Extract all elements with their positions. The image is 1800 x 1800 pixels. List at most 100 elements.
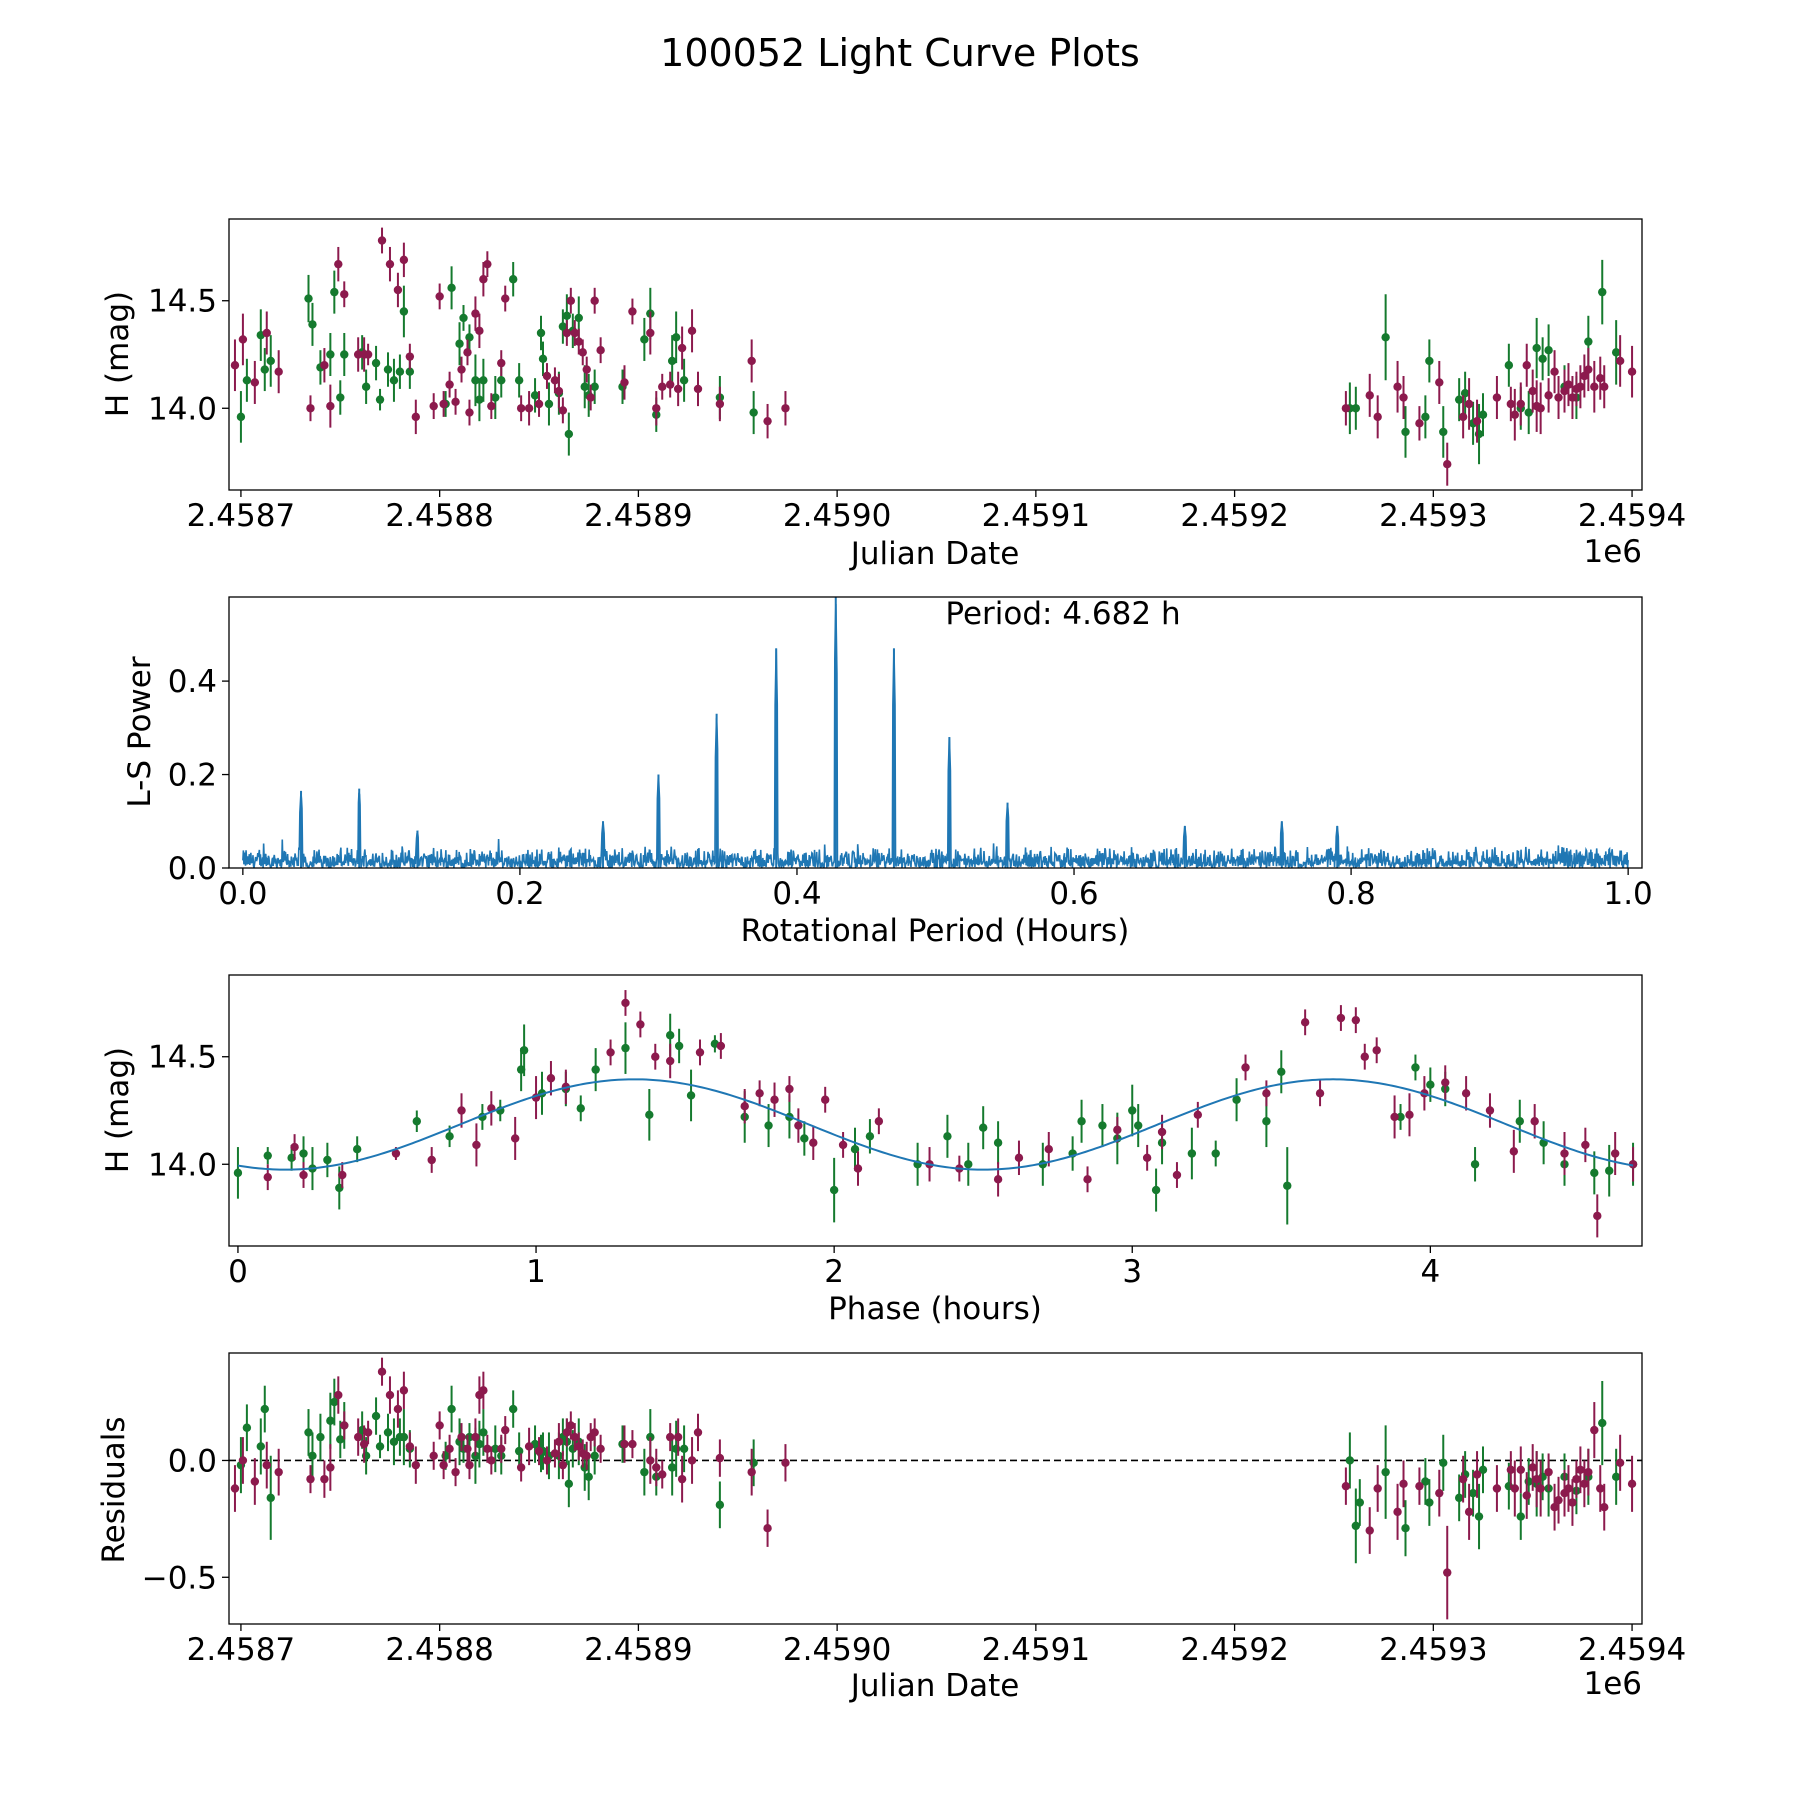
data-point-green [1538,337,1547,381]
data-point-magenta [439,391,448,417]
marker [471,309,480,318]
data-point-magenta [566,1411,576,1440]
data-point-green [389,358,399,402]
data-point-magenta [435,1411,444,1440]
marker [1401,1524,1410,1533]
marker [763,1524,772,1533]
marker [1077,1117,1086,1126]
periodogram-panel: Period: 4.682 h Rotational Period (Hours… [122,596,1653,949]
marker [671,333,681,342]
marker [679,376,689,385]
data-point-green [850,1127,860,1171]
data-point-green [1401,1500,1410,1557]
data-point-green [1345,1432,1355,1489]
marker [1372,1046,1381,1055]
data-point-magenta [1360,1043,1369,1070]
data-point-magenta [586,384,595,411]
marker [1506,399,1516,409]
marker [582,1451,591,1460]
marker [405,1442,415,1451]
marker [1593,1211,1602,1221]
data-point-green [1425,339,1434,383]
data-point-green [1098,1104,1107,1148]
data-point-magenta [326,384,335,428]
data-point-green [1381,1425,1390,1519]
marker [363,350,373,359]
marker [574,313,583,323]
marker [510,1134,520,1143]
marker [1425,356,1434,366]
data-point-magenta [1581,1127,1590,1163]
data-point-magenta [1315,1080,1325,1107]
data-point-magenta [274,1448,283,1496]
data-point-magenta [554,1423,564,1461]
data-point-green [308,1432,317,1480]
marker [465,1460,474,1470]
marker [1564,1484,1573,1493]
marker [1554,393,1563,402]
phased-xtick-label: 2 [824,1254,844,1290]
data-point-green [1539,1121,1548,1165]
data-point-magenta [334,1376,343,1414]
marker [1415,1481,1424,1491]
marker [1283,1181,1292,1190]
marker [1524,408,1533,417]
marker [640,1467,649,1477]
data-point-magenta [1550,1483,1559,1531]
data-point-magenta [993,1162,1003,1197]
data-point-magenta [1627,1455,1637,1512]
data-point-green [1421,395,1430,439]
marker [445,380,454,389]
marker [693,1428,703,1437]
data-point-green [1211,1140,1220,1167]
data-point-green [1439,1434,1448,1491]
marker [435,292,444,301]
marker [1315,1089,1325,1098]
periodogram-xtick-label: 0.4 [772,876,821,912]
marker [391,1149,401,1158]
data-point-green [519,1024,529,1077]
marker [770,1095,779,1104]
data-point-magenta [411,1446,421,1484]
marker [850,1145,860,1154]
data-point-magenta [411,399,421,435]
data-point-magenta [353,337,363,372]
marker [578,348,587,357]
data-point-magenta [1516,382,1525,426]
data-point-magenta [578,339,587,366]
marker [306,1474,315,1484]
marker [1439,427,1448,437]
marker [263,1172,272,1182]
data-point-magenta [457,1093,466,1128]
data-point-magenta [445,371,454,398]
data-point-magenta [320,1460,329,1498]
data-point-magenta [558,397,568,424]
marker [497,376,506,385]
data-point-magenta [429,1441,438,1470]
marker [299,1149,308,1158]
marker [393,1404,403,1414]
marker [1581,1140,1590,1150]
marker [1509,1147,1519,1156]
marker [238,1456,248,1465]
data-point-magenta [1172,1162,1182,1188]
data-point-green [679,358,689,402]
data-point-magenta [574,328,583,355]
data-point-green [371,1397,381,1435]
marker [1584,365,1593,374]
marker [1421,412,1430,422]
marker [1478,410,1488,419]
light-curve-panel: Julian Date H (mag) 1e6 2.4587 2.4588 2.45… [100,218,1686,572]
data-point-magenta [1510,388,1520,441]
marker [435,1421,444,1430]
marker [389,376,399,385]
marker [673,384,683,394]
data-point-green [1605,1144,1614,1197]
marker [514,376,524,385]
marker [242,1423,252,1432]
data-point-magenta [558,1451,568,1480]
data-point-green [514,363,524,398]
data-point-green [1128,1084,1137,1137]
data-point-magenta [1492,376,1502,420]
marker [411,1460,421,1470]
